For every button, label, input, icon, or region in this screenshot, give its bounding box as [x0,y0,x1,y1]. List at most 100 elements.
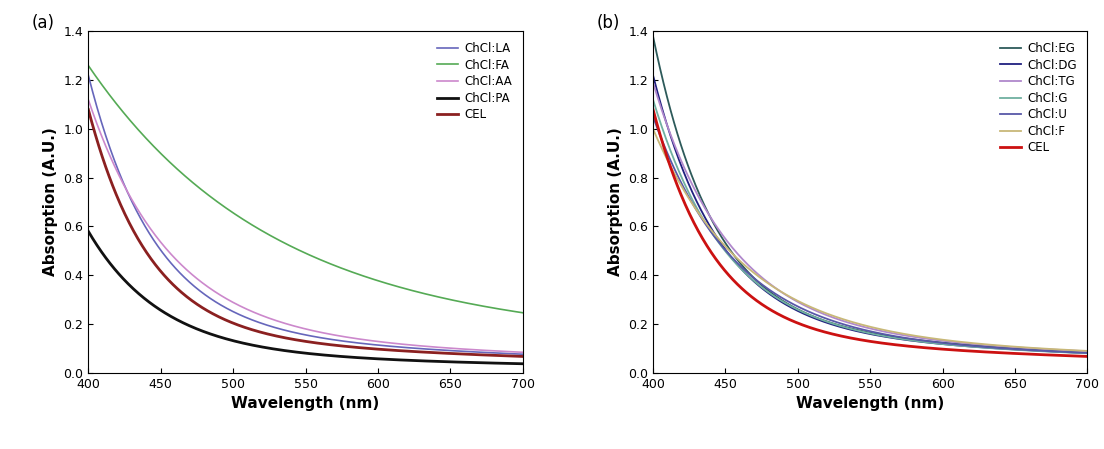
ChCl:F [1081,348,1094,354]
ChCl:G [1081,351,1094,356]
ChCl:PA [506,361,519,366]
ChCl:U [852,326,866,331]
ChCl:LA [317,335,330,341]
ChCl:FA [82,63,95,68]
Y-axis label: Absorption (A.U.): Absorption (A.U.) [43,128,57,277]
ChCl:U [881,332,894,338]
ChCl:FA [340,268,353,273]
ChCl:PA [82,229,95,234]
CEL [290,337,304,343]
ChCl:G [1071,350,1084,356]
ChCl:AA [288,323,301,329]
ChCl:FA [288,245,301,251]
ChCl:AA [340,335,353,340]
Line: ChCl:DG: ChCl:DG [654,75,1087,353]
CEL [1071,353,1084,359]
Y-axis label: Absorption (A.U.): Absorption (A.U.) [607,128,623,277]
ChCl:DG [1002,347,1016,352]
ChCl:F [1002,343,1016,349]
ChCl:EG [1002,345,1016,351]
CEL [438,351,452,356]
ChCl:G [647,97,660,102]
ChCl:AA [506,349,519,354]
CEL [516,354,529,359]
ChCl:PA [438,359,452,364]
ChCl:G [852,328,866,334]
ChCl:AA [516,350,529,355]
ChCl:DG [1071,350,1084,355]
ChCl:F [1071,348,1084,353]
ChCl:LA [288,330,301,335]
ChCl:U [1071,350,1084,355]
ChCl:DG [856,330,869,335]
ChCl:DG [881,335,894,340]
ChCl:AA [82,97,95,102]
ChCl:TG [647,80,660,85]
ChCl:TG [905,334,919,339]
ChCl:F [852,321,866,327]
ChCl:U [1081,350,1094,356]
CEL [647,107,660,112]
ChCl:FA [438,295,452,301]
CEL [905,344,919,349]
Line: CEL: CEL [654,110,1087,357]
ChCl:EG [647,34,660,39]
ChCl:EG [1071,349,1084,354]
Line: ChCl:EG: ChCl:EG [654,36,1087,352]
CEL [506,353,519,359]
ChCl:AA [438,345,452,350]
CEL [340,344,353,349]
ChCl:TG [1002,344,1016,349]
Line: CEL: CEL [88,110,522,357]
Text: (b): (b) [596,14,620,32]
ChCl:G [881,334,894,339]
ChCl:DG [647,73,660,78]
Line: ChCl:FA: ChCl:FA [88,66,522,313]
CEL [317,341,330,347]
ChCl:EG [852,328,866,333]
CEL [1081,354,1094,359]
ChCl:FA [290,247,304,252]
CEL [82,107,95,112]
ChCl:G [1002,347,1016,352]
ChCl:F [856,322,869,327]
ChCl:U [1002,346,1016,352]
ChCl:PA [288,349,301,355]
Legend: ChCl:EG, ChCl:DG, ChCl:TG, ChCl:G, ChCl:U, ChCl:F, CEL: ChCl:EG, ChCl:DG, ChCl:TG, ChCl:G, ChCl:… [996,37,1082,159]
Text: (a): (a) [32,14,55,32]
ChCl:LA [290,330,304,336]
Line: ChCl:U: ChCl:U [654,117,1087,353]
ChCl:AA [317,330,330,335]
ChCl:EG [856,328,869,334]
ChCl:FA [317,258,330,264]
ChCl:U [647,114,660,119]
ChCl:U [856,326,869,332]
CEL [881,341,894,347]
ChCl:F [881,328,894,334]
ChCl:DG [905,338,919,343]
ChCl:LA [516,352,529,357]
ChCl:PA [340,354,353,360]
ChCl:G [905,338,919,343]
Legend: ChCl:LA, ChCl:FA, ChCl:AA, ChCl:PA, CEL: ChCl:LA, ChCl:FA, ChCl:AA, ChCl:PA, CEL [433,37,517,126]
X-axis label: Wavelength (nm): Wavelength (nm) [232,396,380,411]
ChCl:TG [1081,348,1094,354]
ChCl:LA [506,351,519,357]
ChCl:TG [1071,348,1084,353]
ChCl:EG [1081,349,1094,355]
ChCl:U [905,336,919,342]
CEL [856,337,869,343]
ChCl:TG [856,324,869,329]
ChCl:FA [516,310,529,316]
ChCl:F [647,126,660,132]
ChCl:FA [506,308,519,314]
ChCl:LA [438,348,452,353]
ChCl:PA [290,349,304,355]
ChCl:LA [82,73,95,78]
ChCl:AA [290,324,304,330]
ChCl:EG [881,333,894,339]
Line: ChCl:LA: ChCl:LA [88,75,522,354]
ChCl:EG [905,336,919,342]
ChCl:LA [340,339,353,344]
CEL [1002,351,1016,356]
